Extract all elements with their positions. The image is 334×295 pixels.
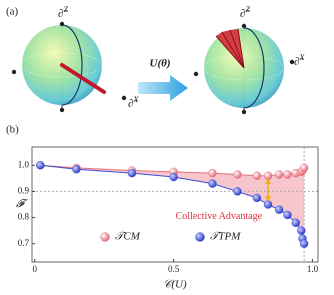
axis-base: ∂̃	[240, 8, 250, 20]
y-tick-label: 1.0	[18, 159, 30, 169]
data-point	[299, 239, 309, 248]
y-tick-label: 0.9	[18, 185, 30, 195]
legend-label: 𝒯TPM	[210, 231, 241, 243]
data-point	[274, 170, 284, 179]
transform-arrow	[138, 75, 188, 101]
panel-label: (b)	[6, 124, 19, 136]
panel-label: (a)	[6, 6, 19, 18]
axis-label: ∂̃X	[294, 53, 305, 68]
axis-sup: X	[298, 53, 305, 62]
axis-label: ∂̃Z	[58, 5, 68, 20]
plot: 1.0 0.9 0.8 0.7 0 0.5 1.0 𝒞(U) 𝓕 Collective Advan…	[16, 146, 319, 291]
axis-base: ∂̃	[294, 56, 304, 68]
data-point	[233, 170, 242, 179]
x-tick-label: 0.5	[168, 264, 180, 274]
annotation: Collective Advantage	[176, 211, 263, 222]
operator-label: U(θ)	[150, 58, 171, 70]
plot-frame	[31, 146, 319, 263]
arrow-head	[265, 178, 272, 184]
data-point	[169, 172, 178, 182]
bloch-sphere	[193, 23, 295, 115]
data-point	[263, 200, 273, 209]
x-tick-label: 1.0	[307, 264, 319, 274]
data-point	[297, 226, 306, 235]
data-point	[252, 193, 262, 203]
data-point	[233, 187, 242, 196]
data-point	[252, 171, 262, 180]
data-point	[208, 179, 217, 188]
axis-label: ∂̃X	[128, 95, 139, 110]
data-point	[263, 171, 273, 180]
axis-base: ∂̃	[58, 8, 68, 20]
axis-base: ∂̃	[128, 98, 138, 110]
y-axis-label: 𝓕	[16, 198, 28, 210]
y-tick-label: 0.7	[18, 238, 30, 248]
data-point	[208, 168, 217, 178]
data-point	[291, 218, 300, 227]
axis-sup: X	[132, 95, 139, 104]
bloch-sphere	[11, 21, 127, 113]
advantage-area	[40, 165, 305, 244]
y-tick-label: 0.8	[18, 212, 30, 222]
axis-sup: Z	[63, 5, 68, 14]
legend-marker	[100, 232, 110, 242]
arrow-head	[265, 196, 272, 202]
x-axis-label: 𝒞(U)	[163, 279, 187, 291]
data-point	[299, 163, 309, 173]
legend-marker	[195, 232, 205, 242]
data-point	[127, 168, 137, 178]
data-point	[274, 205, 284, 214]
data-point	[283, 170, 292, 179]
x-tick-label: 0	[33, 264, 38, 274]
legend-label: 𝒯CM	[115, 231, 141, 243]
data-point	[36, 161, 45, 170]
axis-label: ∂̃Z	[240, 5, 250, 20]
data-point	[283, 210, 292, 220]
data-point	[72, 165, 81, 174]
axis-sup: Z	[245, 5, 250, 14]
